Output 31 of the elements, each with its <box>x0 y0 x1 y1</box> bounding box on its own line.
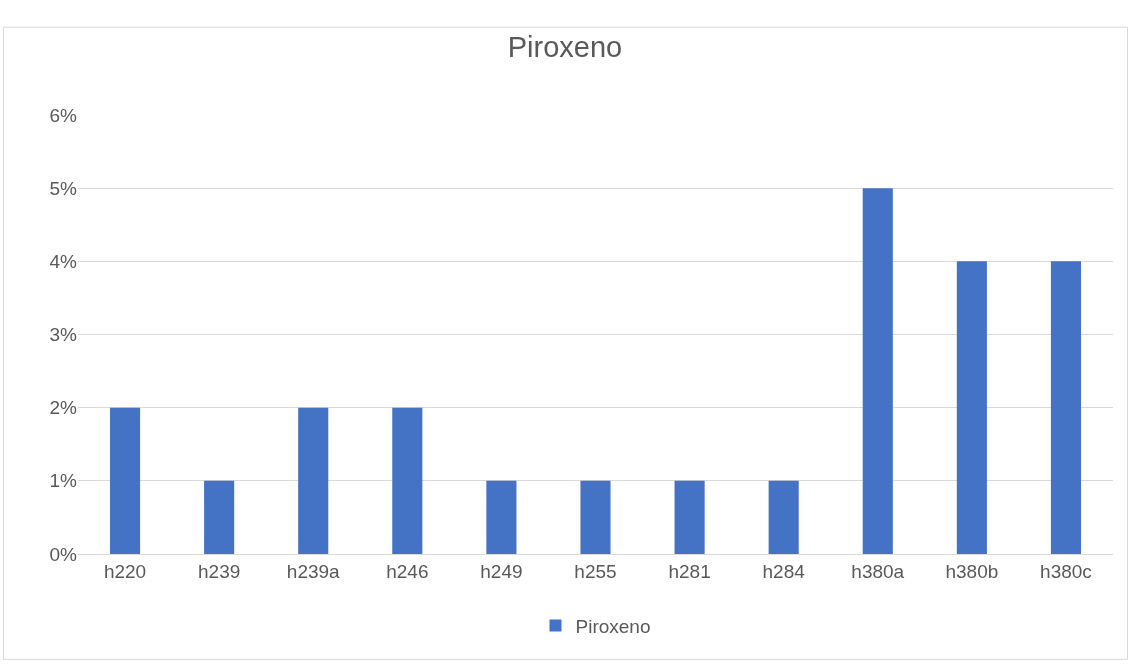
y-tick-label: 3% <box>49 324 78 346</box>
bar <box>674 480 705 554</box>
x-tick-label: h239a <box>286 560 341 582</box>
x-tick-label: h249 <box>480 560 523 582</box>
bar <box>298 407 329 554</box>
legend-label: Piroxeno <box>575 615 651 637</box>
bar <box>862 188 893 554</box>
bar <box>392 407 423 554</box>
x-tick-label: h380c <box>1040 560 1092 582</box>
x-tick-label: h246 <box>386 560 429 582</box>
y-tick-label: 6% <box>49 104 78 126</box>
bar <box>956 261 987 554</box>
bar <box>1050 261 1082 554</box>
x-tick-label: h220 <box>103 560 147 582</box>
x-tick-label: h380b <box>945 560 999 582</box>
y-tick-label: 0% <box>49 543 78 565</box>
chart-title: Piroxeno <box>507 30 623 63</box>
y-tick-label: 5% <box>49 177 78 199</box>
x-tick-label: h284 <box>762 560 806 582</box>
x-tick-label: h380a <box>851 560 905 582</box>
x-tick-label: h281 <box>668 560 711 582</box>
bar <box>204 480 235 554</box>
bar <box>580 480 611 554</box>
x-tick-label: h239 <box>198 560 241 582</box>
y-tick-label: 2% <box>49 397 78 419</box>
bar <box>768 480 799 554</box>
bar <box>486 480 517 554</box>
x-tick-label: h255 <box>574 560 617 582</box>
y-tick-label: 1% <box>49 470 78 492</box>
y-tick-label: 4% <box>49 250 78 272</box>
bar <box>109 407 141 554</box>
